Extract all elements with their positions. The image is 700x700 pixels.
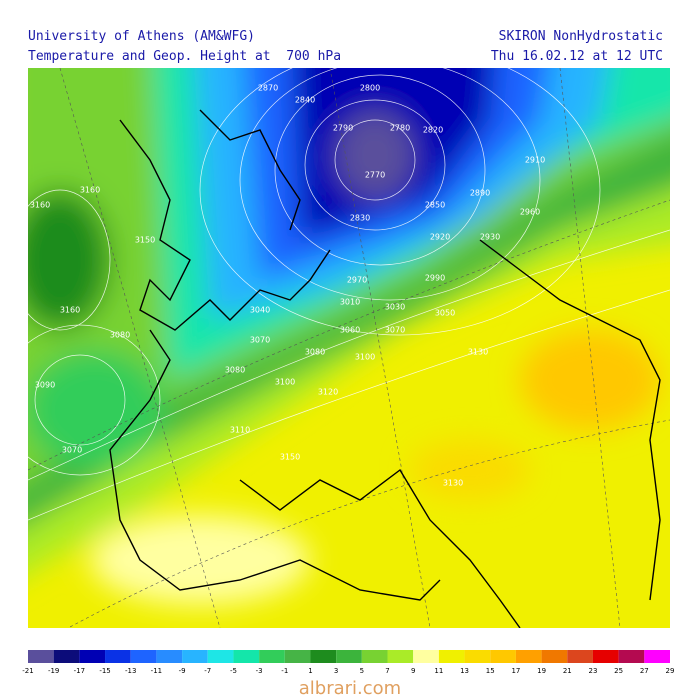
contour-label: 2970 xyxy=(347,276,367,285)
map xyxy=(28,68,670,628)
contour-label: 3080 xyxy=(225,366,245,375)
colorbar-label: 9 xyxy=(411,667,415,675)
contour-label: 3070 xyxy=(385,326,405,335)
contour-label: 3090 xyxy=(35,381,55,390)
header-left-1: University of Athens (AM&WFG) xyxy=(28,29,255,44)
contour-label: 3010 xyxy=(340,298,360,307)
header-right-1: SKIRON NonHydrostatic xyxy=(499,29,663,44)
contour-label: 2780 xyxy=(390,124,410,133)
colorbar-swatch xyxy=(490,650,516,663)
contour-label: 2770 xyxy=(365,171,385,180)
colorbar-swatch xyxy=(28,650,54,663)
contour-label: 3130 xyxy=(443,479,463,488)
colorbar-swatch xyxy=(438,650,465,663)
contour-label: 3160 xyxy=(60,306,80,315)
contour-label: 2870 xyxy=(258,84,278,93)
contour-label: 3080 xyxy=(305,348,325,357)
contour-label: 3120 xyxy=(318,388,338,397)
colorbar-label: 23 xyxy=(588,667,597,675)
contour-label: 3030 xyxy=(385,303,405,312)
colorbar-label: 15 xyxy=(486,667,495,675)
contour-label: 2850 xyxy=(425,201,445,210)
colorbar-label: 11 xyxy=(434,667,443,675)
colorbar-swatch xyxy=(361,650,388,663)
colorbar-swatch xyxy=(79,650,106,663)
colorbar-label: -9 xyxy=(179,667,186,675)
watermark: albrari.com xyxy=(299,678,401,699)
colorbar-swatch xyxy=(515,650,542,663)
contour-label: 3150 xyxy=(280,453,300,462)
colorbar-label: -5 xyxy=(230,667,237,675)
header-right-2: Thu 16.02.12 at 12 UTC xyxy=(491,49,663,64)
contour-label: 3050 xyxy=(435,309,455,318)
contour-label: 2800 xyxy=(360,84,380,93)
colorbar-label: 5 xyxy=(360,667,364,675)
contour-label: 3100 xyxy=(275,378,295,387)
colorbar-swatch xyxy=(182,650,208,663)
colorbar-label: -11 xyxy=(151,667,162,675)
contour-label: 2920 xyxy=(430,233,450,242)
colorbar-swatch xyxy=(567,650,593,663)
contour-label: 2960 xyxy=(520,208,540,217)
colorbar-label: 21 xyxy=(563,667,572,675)
colorbar-swatch xyxy=(336,650,362,663)
contour-label: 3070 xyxy=(250,336,270,345)
colorbar-label: -3 xyxy=(256,667,263,675)
contour-label: 3070 xyxy=(62,446,82,455)
header-left-2: Temperature and Geop. Height at 700 hPa xyxy=(28,49,341,64)
colorbar-swatch xyxy=(207,650,234,663)
colorbar-label: 25 xyxy=(614,667,623,675)
contour-labels: 2800 2840 2870 2790 2780 2820 2770 2830 2850 2890… xyxy=(30,84,545,488)
colorbar-label: -19 xyxy=(48,667,59,675)
contour-label: 2990 xyxy=(425,274,445,283)
colorbar-swatch xyxy=(130,650,157,663)
colorbar-swatch xyxy=(464,650,491,663)
colorbar-swatch xyxy=(259,650,285,663)
contour-label: 3160 xyxy=(30,201,50,210)
colorbar-swatch xyxy=(233,650,260,663)
contour-label: 2930 xyxy=(480,233,500,242)
colorbar-label: 29 xyxy=(666,667,675,675)
colorbar-swatch xyxy=(644,650,670,663)
contour-label: 3100 xyxy=(355,353,375,362)
contour-label: 3160 xyxy=(80,186,100,195)
colorbar-swatch xyxy=(387,650,414,663)
contour-label: 2790 xyxy=(333,124,353,133)
colorbar-label: 1 xyxy=(308,667,312,675)
colorbar-label: -1 xyxy=(281,667,288,675)
colorbar-label: 3 xyxy=(334,667,338,675)
colorbar-label: 27 xyxy=(640,667,649,675)
contour-label: 2840 xyxy=(295,96,315,105)
colorbar-swatch xyxy=(541,650,568,663)
colorbar-label: 13 xyxy=(460,667,469,675)
colorbar-label: -15 xyxy=(99,667,110,675)
colorbar-label: 17 xyxy=(511,667,520,675)
colorbar-label: 19 xyxy=(537,667,546,675)
contour-label: 3060 xyxy=(340,326,360,335)
contour-label: 3040 xyxy=(250,306,270,315)
colorbar-swatch xyxy=(592,650,619,663)
colorbar-swatch xyxy=(156,650,183,663)
colorbar-label: -13 xyxy=(125,667,136,675)
contour-label: 2910 xyxy=(525,156,545,165)
colorbar-label: -21 xyxy=(22,667,33,675)
contour-label: 3080 xyxy=(110,331,130,340)
contour-label: 3150 xyxy=(135,236,155,245)
colorbar-swatch xyxy=(284,650,311,663)
contour-label: 2890 xyxy=(470,189,490,198)
colorbar-label: -7 xyxy=(204,667,211,675)
contour-label: 2820 xyxy=(423,126,443,135)
colorbar-swatch xyxy=(105,650,131,663)
colorbar-swatch xyxy=(310,650,337,663)
colorbar: -21 -19 -17 -15 -13 -11 -9 -7 -5 -3 -1 1 3 5 7 9 11 13 15 1… xyxy=(22,650,674,675)
colorbar-label: 7 xyxy=(385,667,389,675)
colorbar-swatch xyxy=(53,650,80,663)
contour-label: 3130 xyxy=(468,348,488,357)
colorbar-label: -17 xyxy=(74,667,85,675)
colorbar-swatch xyxy=(618,650,645,663)
contour-label: 2830 xyxy=(350,214,370,223)
contour-label: 3110 xyxy=(230,426,250,435)
colorbar-swatch xyxy=(413,650,439,663)
